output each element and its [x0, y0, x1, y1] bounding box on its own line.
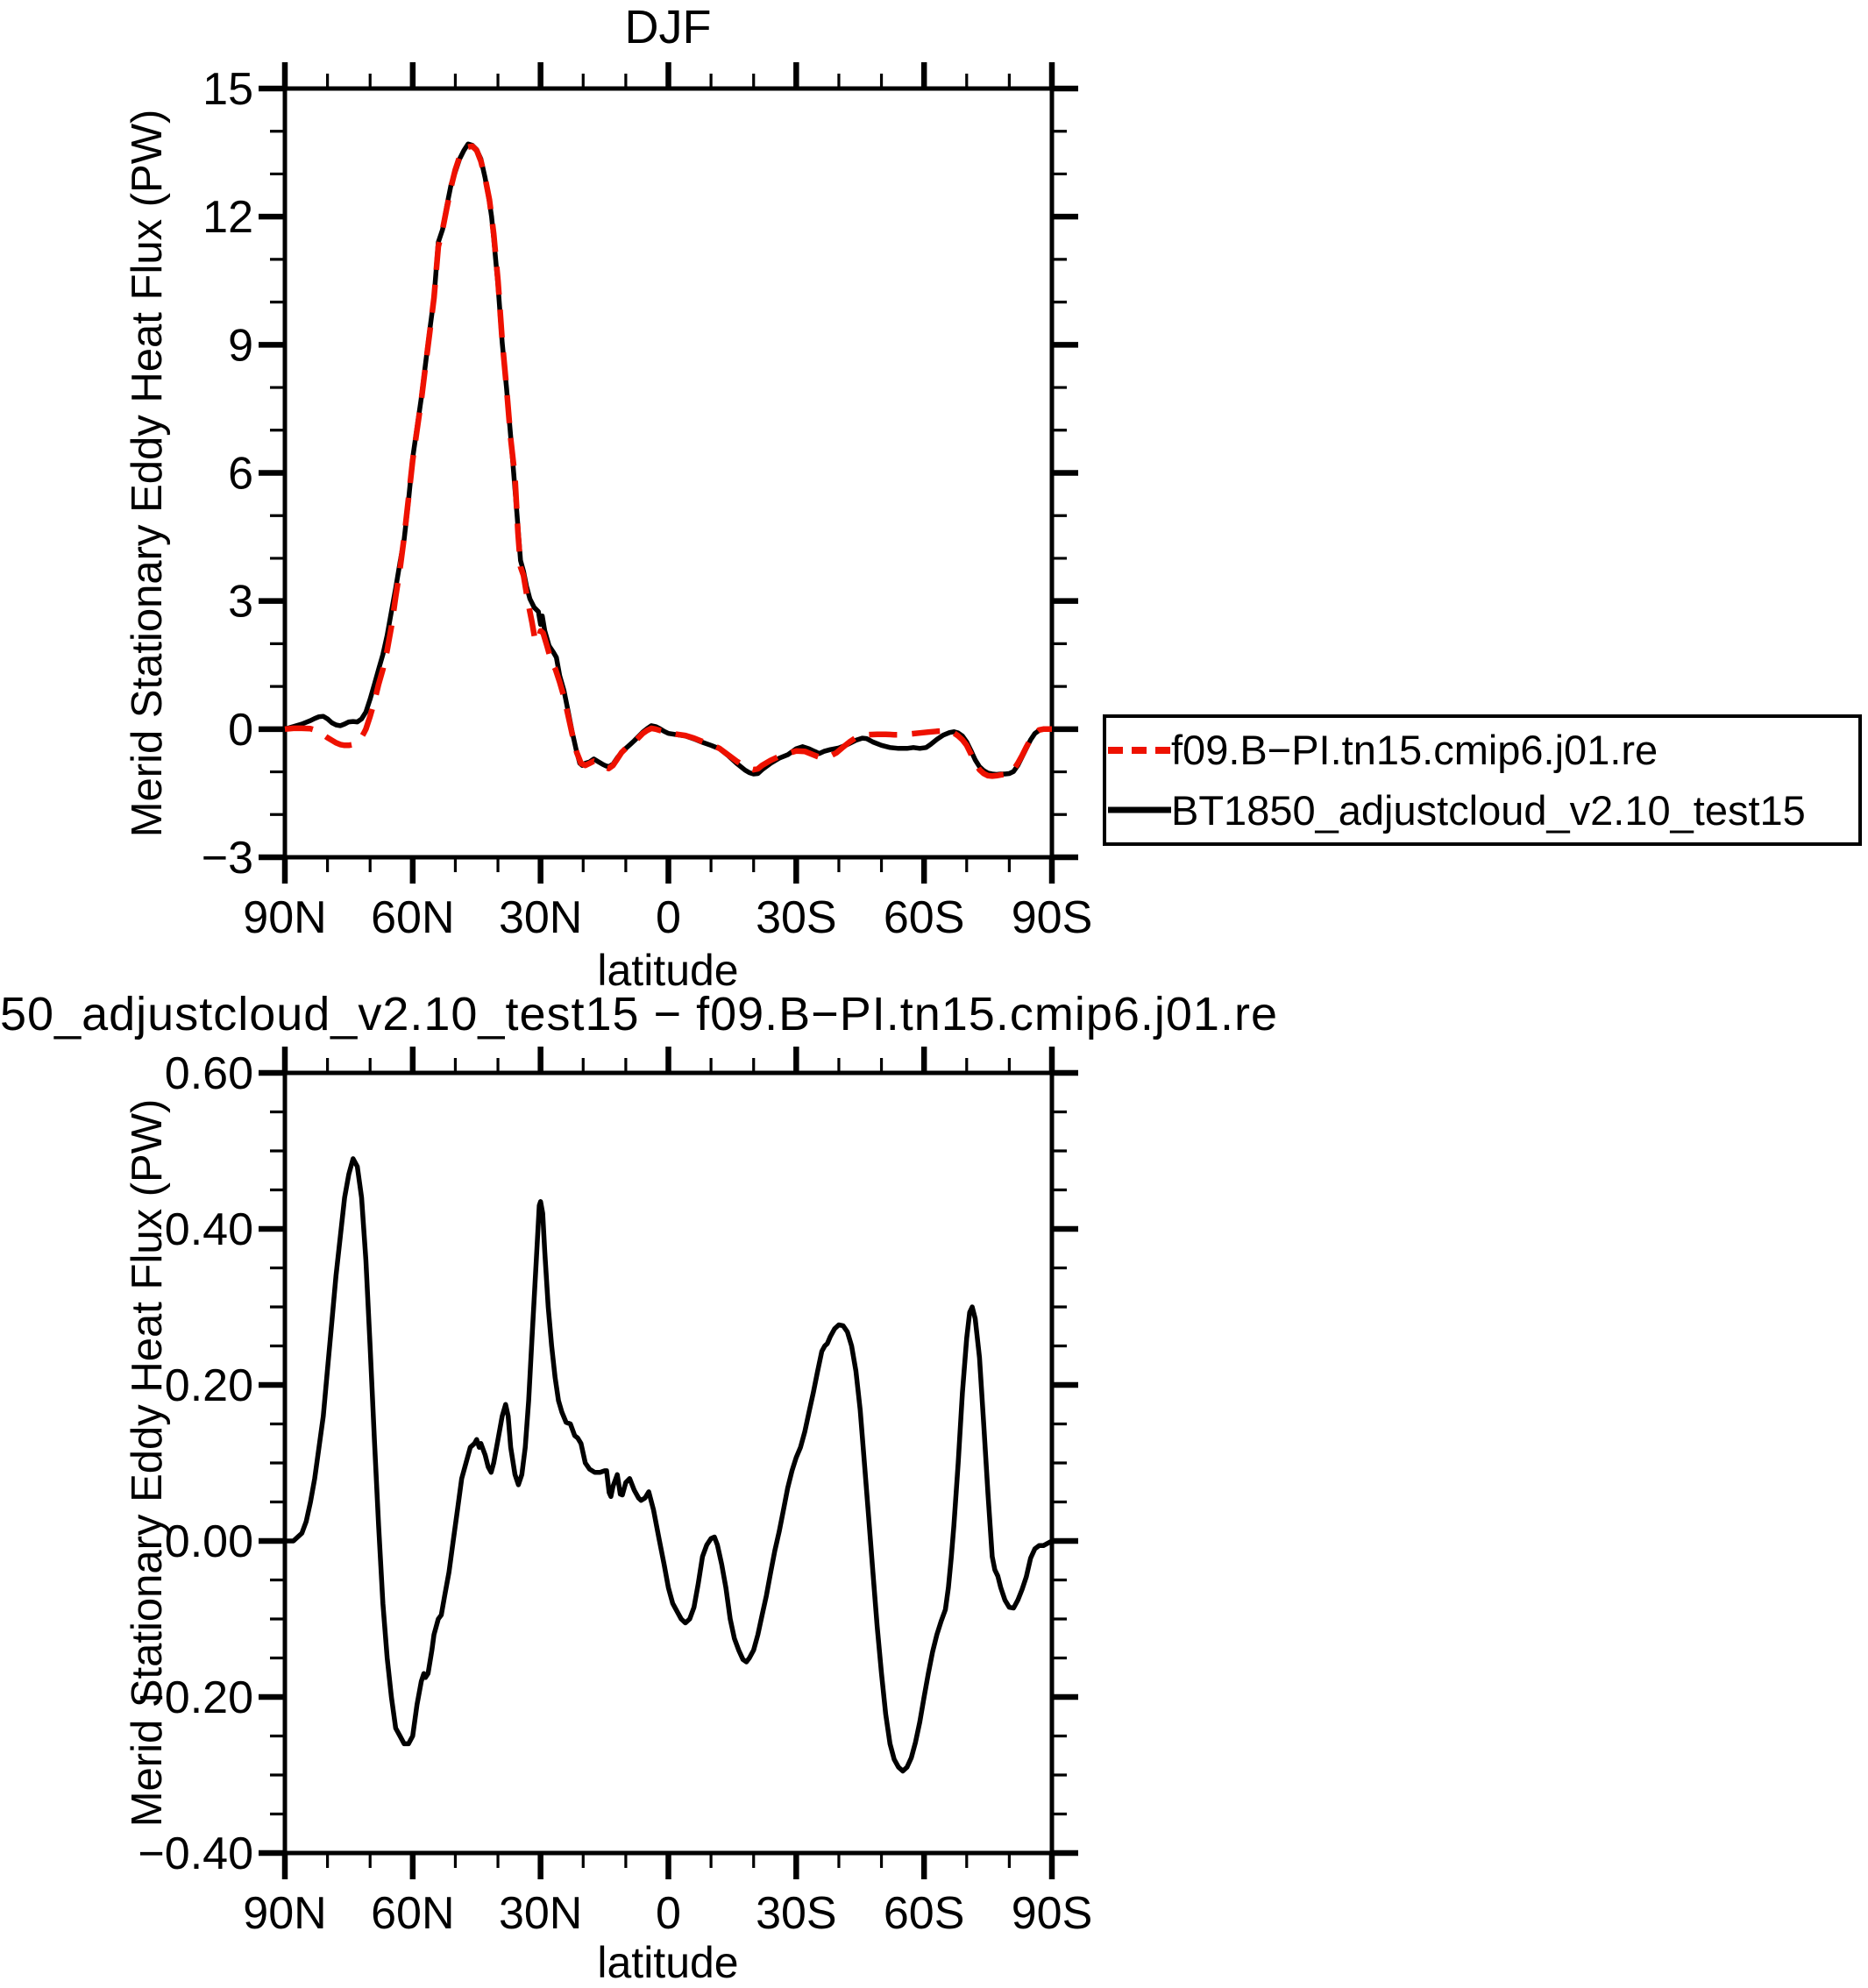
series-curve: [284, 143, 1052, 779]
x-tick-label: 60N: [371, 892, 454, 943]
y-tick-label: 0.00: [165, 1516, 253, 1567]
top-chart-y-axis-label: Merid Stationary Eddy Heat Flux (PW): [124, 109, 171, 838]
legend-entry-f09: f09.B−PI.tn15.cmip6.j01.re: [1106, 722, 1858, 778]
x-tick-label: 90S: [1012, 892, 1093, 943]
x-tick-label: 60S: [884, 1888, 965, 1939]
y-tick-label: −0.20: [138, 1672, 253, 1723]
x-tick-label: 90N: [243, 1888, 326, 1939]
y-tick-label: 0: [228, 705, 253, 756]
y-tick-label: 0.60: [165, 1048, 253, 1099]
y-tick-label: 15: [202, 64, 253, 115]
y-tick-label: 0.40: [165, 1204, 253, 1255]
top-plot: 90N 60N 30N 0 30S 60S 90S 15 12 9 6 3 0 −3: [202, 62, 1093, 943]
y-tick-label: 9: [228, 320, 253, 371]
y-tick-label: 6: [228, 449, 253, 500]
top-chart-title: DJF: [624, 1, 712, 53]
y-tick-label: 12: [202, 192, 253, 243]
legend-label-bt1850: BT1850_adjustcloud_v2.10_test15: [1171, 786, 1806, 834]
legend-box: f09.B−PI.tn15.cmip6.j01.re BT1850_adjust…: [1103, 714, 1862, 846]
x-tick-label: 60N: [371, 1888, 454, 1939]
y-tick-label: 3: [228, 577, 253, 628]
x-tick-label: 30N: [499, 892, 582, 943]
bottom-chart-title: 50_adjustcloud_v2.10_test15 − f09.B−PI.t…: [0, 988, 1278, 1040]
x-tick-label: 0: [656, 892, 681, 943]
x-tick-label: 60S: [884, 892, 965, 943]
bottom-plot: 90N 60N 30N 0 30S 60S 90S 0.60 0.40 0.20 0.00 −0.20…: [138, 1047, 1092, 1939]
bottom-chart-x-axis-label: latitude: [597, 1938, 739, 1987]
legend-entry-bt1850: BT1850_adjustcloud_v2.10_test15: [1106, 782, 1858, 838]
x-tick-label: 0: [656, 1888, 681, 1939]
legend-label-f09: f09.B−PI.tn15.cmip6.j01.re: [1171, 727, 1658, 774]
y-tick-label: −3: [202, 833, 253, 884]
series-curve: [284, 141, 1052, 777]
top-chart-x-axis-label: latitude: [597, 946, 739, 995]
black-solid-line-sample-icon: [1108, 806, 1171, 813]
x-tick-label: 30S: [756, 1888, 837, 1939]
y-tick-label: 0.20: [165, 1360, 253, 1411]
y-tick-label: −0.40: [138, 1828, 253, 1879]
bottom-chart-y-axis-label: Merid Stationary Eddy Heat Flux (PW): [124, 1098, 171, 1828]
red-dashed-line-sample-icon: [1108, 746, 1171, 754]
x-tick-label: 30N: [499, 1888, 582, 1939]
x-tick-label: 90S: [1012, 1888, 1093, 1939]
x-tick-label: 30S: [756, 892, 837, 943]
series-curve: [285, 1156, 1054, 1774]
x-tick-label: 90N: [243, 892, 326, 943]
